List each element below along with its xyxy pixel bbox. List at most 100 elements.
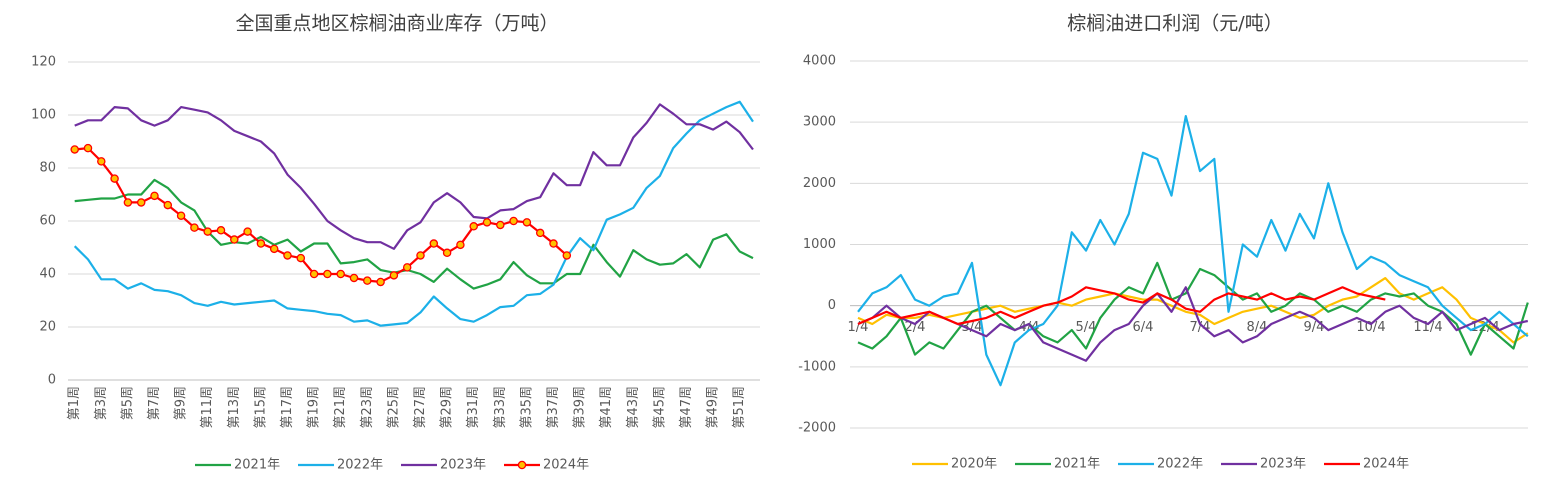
series-marker <box>442 248 452 258</box>
legend-label: 2020年 <box>951 457 997 472</box>
x-tick-label: 第5周 <box>120 386 135 420</box>
y-tick-label: 4000 <box>803 54 836 69</box>
x-tick-label: 第23周 <box>360 386 375 429</box>
x-tick-label: 2/4 <box>905 320 926 335</box>
series-marker <box>283 251 292 260</box>
series-marker <box>323 269 332 279</box>
x-tick-label: 第15周 <box>253 386 268 429</box>
x-tick-label: 第37周 <box>546 386 561 429</box>
series-marker <box>256 239 266 248</box>
x-tick-label: 第43周 <box>626 386 641 429</box>
y-tick-label: 2000 <box>803 176 836 191</box>
series-marker <box>296 253 306 263</box>
legend-label: 2022年 <box>1157 457 1203 472</box>
x-tick-label: 第31周 <box>466 386 481 429</box>
series-marker <box>70 145 79 154</box>
series-marker <box>203 227 212 236</box>
series-marker <box>456 240 465 250</box>
x-tick-label: 6/4 <box>1133 320 1154 335</box>
x-tick-label: 第33周 <box>493 386 508 429</box>
x-tick-label: 第9周 <box>174 386 189 420</box>
legend-label: 2023年 <box>440 458 486 473</box>
x-tick-label: 第49周 <box>706 386 721 429</box>
series-marker <box>123 198 133 207</box>
x-tick-label: 1/4 <box>848 320 869 335</box>
series-marker <box>549 239 558 248</box>
legend-label: 2021年 <box>234 458 280 473</box>
series-marker <box>376 277 385 287</box>
series-line <box>73 100 754 327</box>
x-tick-label: 11/4 <box>1413 320 1442 335</box>
x-tick-label: 第29周 <box>440 386 455 429</box>
series-marker <box>150 191 159 201</box>
series-line <box>857 286 1386 326</box>
y-tick-label: 0 <box>828 298 836 313</box>
series-marker <box>243 227 252 236</box>
x-tick-label: 第51周 <box>732 386 747 429</box>
series-marker <box>83 143 93 153</box>
y-tick-label: -2000 <box>798 421 836 436</box>
x-tick-label: 第3周 <box>94 386 109 420</box>
y-tick-label: 1000 <box>803 237 836 252</box>
x-tick-label: 7/4 <box>1190 320 1211 335</box>
series-marker <box>190 223 199 232</box>
series-marker <box>176 211 186 220</box>
x-tick-label: 9/4 <box>1304 320 1325 335</box>
series-marker <box>509 216 518 226</box>
series-marker <box>336 269 345 279</box>
series-marker <box>216 226 226 235</box>
series-line <box>74 103 754 250</box>
y-tick-label: 80 <box>39 161 56 176</box>
x-tick-label: 第39周 <box>573 386 588 429</box>
x-tick-label: 5/4 <box>1076 320 1097 335</box>
x-tick-label: 第41周 <box>599 386 614 429</box>
series-marker <box>482 218 492 227</box>
legend-label: 2021年 <box>1054 457 1100 472</box>
y-tick-label: 3000 <box>803 115 836 130</box>
x-tick-label: 第35周 <box>519 386 534 429</box>
legend-label: 2022年 <box>337 458 383 473</box>
x-tick-label: 第47周 <box>679 386 694 429</box>
series-marker <box>363 276 372 285</box>
series-line <box>857 286 1529 362</box>
series-line <box>857 115 1529 387</box>
x-tick-label: 第13周 <box>227 386 242 429</box>
legend-label: 2024年 <box>1363 457 1409 472</box>
series-marker <box>429 239 439 248</box>
legend-marker <box>517 460 527 470</box>
x-tick-label: 第1周 <box>67 386 82 420</box>
x-tick-label: 第17周 <box>280 386 295 429</box>
x-tick-label: 第25周 <box>386 386 401 429</box>
y-tick-label: 60 <box>39 214 56 229</box>
series-marker <box>309 269 319 279</box>
legend-label: 2023年 <box>1260 457 1306 472</box>
x-tick-label: 第45周 <box>652 386 667 429</box>
series-marker <box>230 235 239 244</box>
x-tick-label: 第21周 <box>333 386 348 429</box>
legend-label: 2024年 <box>543 458 589 473</box>
series-marker <box>163 200 173 210</box>
y-tick-label: 120 <box>31 55 56 70</box>
series-line <box>857 261 1529 356</box>
series-marker <box>97 157 106 166</box>
series-marker <box>110 174 119 183</box>
series-marker <box>402 263 412 272</box>
series-marker <box>349 273 359 283</box>
x-tick-label: 10/4 <box>1356 320 1385 335</box>
x-tick-label: 第11周 <box>200 386 215 429</box>
x-tick-label: 第7周 <box>147 386 162 420</box>
series-marker <box>389 271 399 280</box>
chart-title: 全国重点地区棕榈油商业库存（万吨） <box>235 13 558 35</box>
y-tick-label: -1000 <box>798 359 836 374</box>
series-marker <box>469 222 478 231</box>
y-tick-label: 0 <box>48 373 56 388</box>
series-marker <box>535 228 545 238</box>
y-tick-label: 40 <box>39 267 56 282</box>
x-tick-label: 第19周 <box>307 386 322 429</box>
series-line <box>857 277 1529 344</box>
series-marker <box>496 220 505 230</box>
series-marker <box>416 251 425 260</box>
chart-title: 棕榈油进口利润（元/吨） <box>1067 13 1282 35</box>
series-marker <box>269 244 279 254</box>
